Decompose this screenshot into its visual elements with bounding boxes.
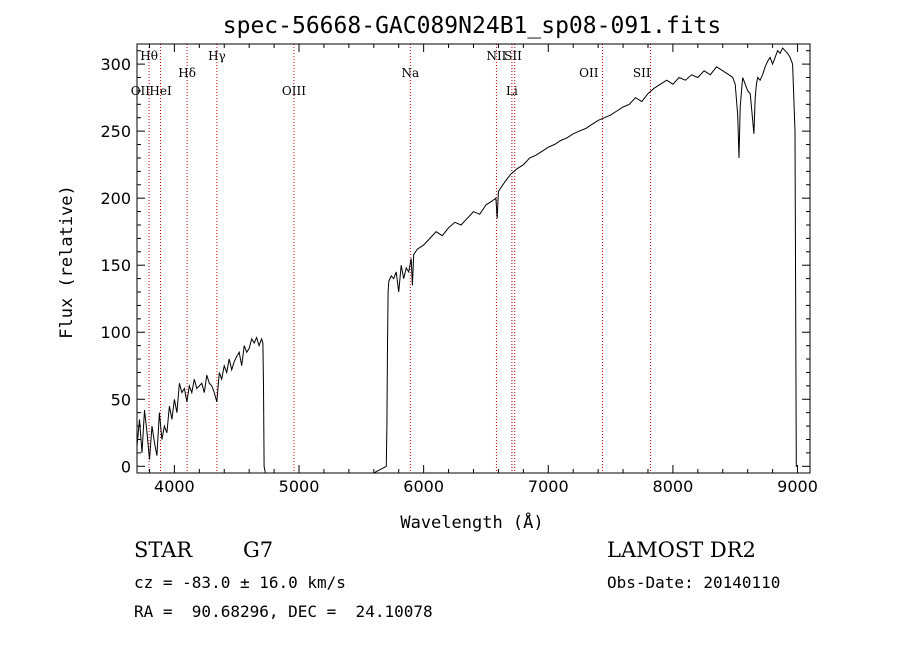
line-label: NII bbox=[486, 49, 506, 63]
line-label: Hθ bbox=[140, 49, 158, 63]
line-label: SII bbox=[633, 66, 651, 80]
axes: 4000 5000 6000 7000 8000 9000 0 50 100 150 200 250 3… bbox=[100, 43, 818, 496]
y-tick-label: 100 bbox=[100, 323, 131, 342]
y-tick-label: 200 bbox=[100, 189, 131, 208]
y-tick-label: 300 bbox=[100, 55, 131, 74]
line-label: Na bbox=[401, 66, 419, 80]
y-tick-label: 0 bbox=[121, 457, 131, 476]
spectrum-line bbox=[136, 47, 798, 474]
line-label: HeI bbox=[149, 84, 172, 98]
line-label: Hγ bbox=[208, 49, 226, 63]
survey-name: LAMOST DR2 bbox=[607, 538, 756, 562]
line-label: SII bbox=[504, 49, 522, 63]
line-label: Hδ bbox=[178, 66, 196, 80]
y-tick-label: 250 bbox=[100, 122, 131, 141]
observation-date: Obs-Date: 20140110 bbox=[607, 573, 781, 592]
line-label: OII bbox=[579, 66, 599, 80]
line-label: Li bbox=[506, 84, 518, 98]
y-tick-label: 50 bbox=[111, 390, 131, 409]
x-tick-label: 7000 bbox=[528, 477, 569, 496]
coordinates-text: RA = 90.68296, DEC = 24.10078 bbox=[134, 602, 433, 621]
object-subclass: G7 bbox=[243, 538, 274, 562]
redshift-text: cz = -83.0 ± 16.0 km/s bbox=[134, 573, 346, 592]
x-tick-label: 6000 bbox=[403, 477, 444, 496]
x-axis-label: Wavelength (Å) bbox=[400, 511, 543, 533]
object-type: STAR bbox=[134, 538, 193, 562]
x-tick-label: 9000 bbox=[777, 477, 818, 496]
line-label: OIII bbox=[282, 84, 306, 98]
plot-frame bbox=[136, 43, 811, 474]
plot-area bbox=[136, 47, 798, 474]
x-tick-label: 4000 bbox=[154, 477, 195, 496]
x-tick-label: 5000 bbox=[279, 477, 320, 496]
y-tick-label: 150 bbox=[100, 256, 131, 275]
chart-title: spec-56668-GAC089N24B1_sp08-091.fits bbox=[223, 13, 722, 39]
x-tick-label: 8000 bbox=[653, 477, 694, 496]
y-axis-label: Flux (relative) bbox=[57, 185, 77, 339]
